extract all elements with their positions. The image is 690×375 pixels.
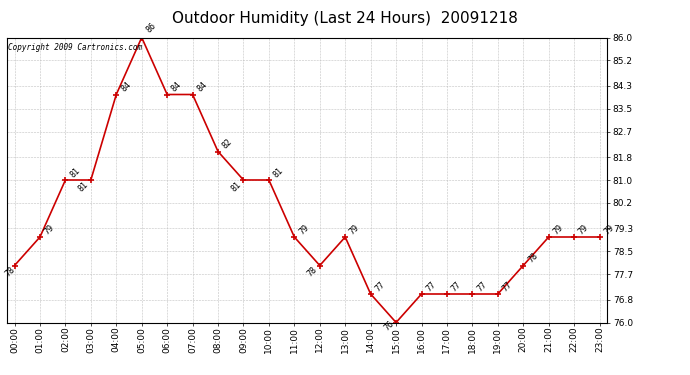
Text: 84: 84 (195, 80, 209, 94)
Text: 77: 77 (501, 280, 514, 293)
Text: Outdoor Humidity (Last 24 Hours)  20091218: Outdoor Humidity (Last 24 Hours) 2009121… (172, 11, 518, 26)
Text: 79: 79 (551, 223, 565, 236)
Text: 79: 79 (43, 223, 56, 236)
Text: 79: 79 (348, 223, 362, 236)
Text: 77: 77 (450, 280, 463, 293)
Text: 78: 78 (306, 265, 319, 279)
Text: 81: 81 (68, 166, 81, 179)
Text: 78: 78 (526, 251, 540, 265)
Text: 81: 81 (272, 166, 285, 179)
Text: 82: 82 (221, 137, 234, 151)
Text: 77: 77 (424, 280, 437, 293)
Text: 84: 84 (170, 80, 184, 94)
Text: 76: 76 (382, 320, 395, 333)
Text: 77: 77 (373, 280, 387, 293)
Text: 81: 81 (230, 180, 243, 193)
Text: 86: 86 (144, 21, 158, 34)
Text: 78: 78 (3, 265, 17, 279)
Text: Copyright 2009 Cartronics.com: Copyright 2009 Cartronics.com (8, 43, 141, 52)
Text: 79: 79 (297, 223, 310, 236)
Text: 84: 84 (119, 80, 132, 94)
Text: 79: 79 (577, 223, 591, 236)
Text: 79: 79 (602, 223, 615, 236)
Text: 81: 81 (77, 180, 90, 193)
Text: 77: 77 (475, 280, 489, 293)
